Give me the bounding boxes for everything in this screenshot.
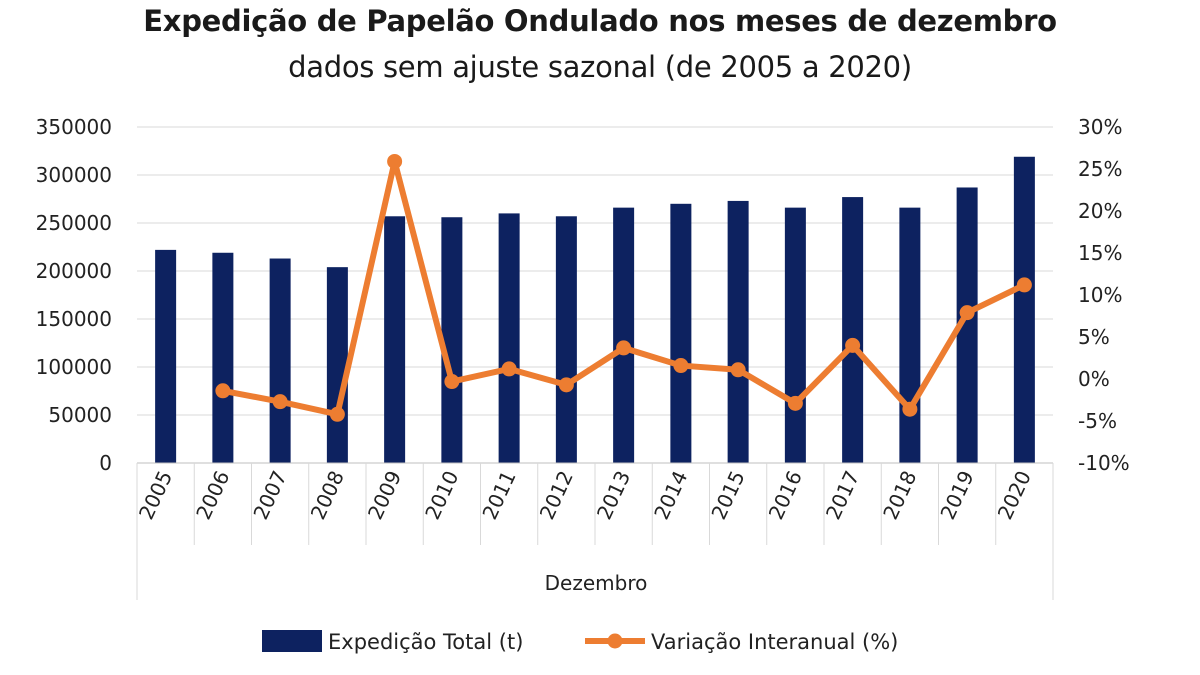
x-tick-label: 2020 — [993, 467, 1036, 523]
line-point-2012 — [558, 377, 574, 393]
bar-2012 — [555, 216, 577, 463]
chart-title: Expedição de Papelão Ondulado nos meses … — [143, 4, 1057, 38]
y-left-tick-label: 250000 — [36, 211, 112, 235]
x-tick-label: 2012 — [535, 467, 578, 523]
y-right-tick-label: 15% — [1078, 241, 1122, 265]
x-tick-label: 2018 — [878, 467, 921, 523]
line-point-2015 — [730, 362, 746, 378]
y-right-tick-label: 30% — [1078, 115, 1122, 139]
y-right-tick-label: 5% — [1078, 325, 1110, 349]
line-point-2011 — [501, 361, 517, 377]
line-point-2017 — [845, 337, 861, 353]
y-right-tick-label: -5% — [1078, 409, 1117, 433]
legend-swatch-marker — [607, 633, 623, 649]
bar-2011 — [498, 213, 520, 463]
x-axis-label: Dezembro — [545, 571, 648, 595]
bar-2017 — [842, 197, 864, 463]
y-left-tick-label: 300000 — [36, 163, 112, 187]
line-point-2018 — [902, 401, 918, 417]
bar-2014 — [670, 203, 692, 464]
bar-2013 — [613, 207, 635, 463]
line-point-2008 — [329, 406, 345, 422]
line-point-2020 — [1016, 277, 1032, 293]
bar-2019 — [956, 187, 978, 464]
x-tick-label: 2011 — [477, 467, 520, 523]
line-point-2013 — [616, 340, 632, 356]
y-right-tick-label: 25% — [1078, 157, 1122, 181]
bar-2010 — [441, 217, 463, 463]
y-left-tick-label: 50000 — [48, 403, 112, 427]
bar-2016 — [784, 207, 806, 463]
y-left-tick-label: 100000 — [36, 355, 112, 379]
y-right-tick-label: 0% — [1078, 367, 1110, 391]
bar-2006 — [212, 252, 234, 463]
y-left-tick-label: 200000 — [36, 259, 112, 283]
bar-2007 — [269, 258, 291, 463]
legend-label-variacao: Variação Interanual (%) — [651, 630, 898, 654]
legend-label-expedicao: Expedição Total (t) — [328, 630, 523, 654]
line-point-2014 — [673, 358, 689, 374]
bar-2018 — [899, 207, 921, 463]
bar-2005 — [155, 249, 177, 463]
y-right-tick-label: 20% — [1078, 199, 1122, 223]
x-tick-label: 2014 — [649, 467, 692, 523]
x-tick-label: 2013 — [592, 467, 635, 523]
bar-2020 — [1013, 156, 1035, 463]
chart-subtitle: dados sem ajuste sazonal (de 2005 a 2020… — [288, 50, 912, 84]
x-tick-label: 2006 — [191, 467, 234, 523]
x-tick-label: 2007 — [248, 467, 291, 523]
line-point-2019 — [959, 305, 975, 321]
bar-2008 — [326, 267, 348, 463]
legend-swatch-expedicao — [262, 630, 322, 652]
line-point-2007 — [272, 394, 288, 410]
y-right-tick-label: -10% — [1078, 451, 1130, 475]
x-tick-label: 2010 — [420, 467, 463, 523]
x-tick-label: 2008 — [306, 467, 349, 523]
x-tick-label: 2009 — [363, 467, 406, 523]
x-tick-label: 2005 — [134, 467, 177, 523]
line-point-2006 — [215, 383, 231, 399]
x-tick-label: 2017 — [821, 467, 864, 523]
y-left-tick-label: 350000 — [36, 115, 112, 139]
x-tick-label: 2019 — [935, 467, 978, 523]
bar-2015 — [727, 200, 749, 464]
x-tick-label: 2016 — [764, 467, 807, 523]
x-tick-label: 2015 — [706, 467, 749, 523]
y-left-tick-label: 0 — [99, 451, 112, 475]
line-point-2016 — [787, 395, 803, 411]
y-right-tick-label: 10% — [1078, 283, 1122, 307]
bar-2009 — [384, 216, 406, 463]
y-left-tick-label: 150000 — [36, 307, 112, 331]
line-point-2010 — [444, 374, 460, 390]
line-point-2009 — [387, 153, 403, 169]
